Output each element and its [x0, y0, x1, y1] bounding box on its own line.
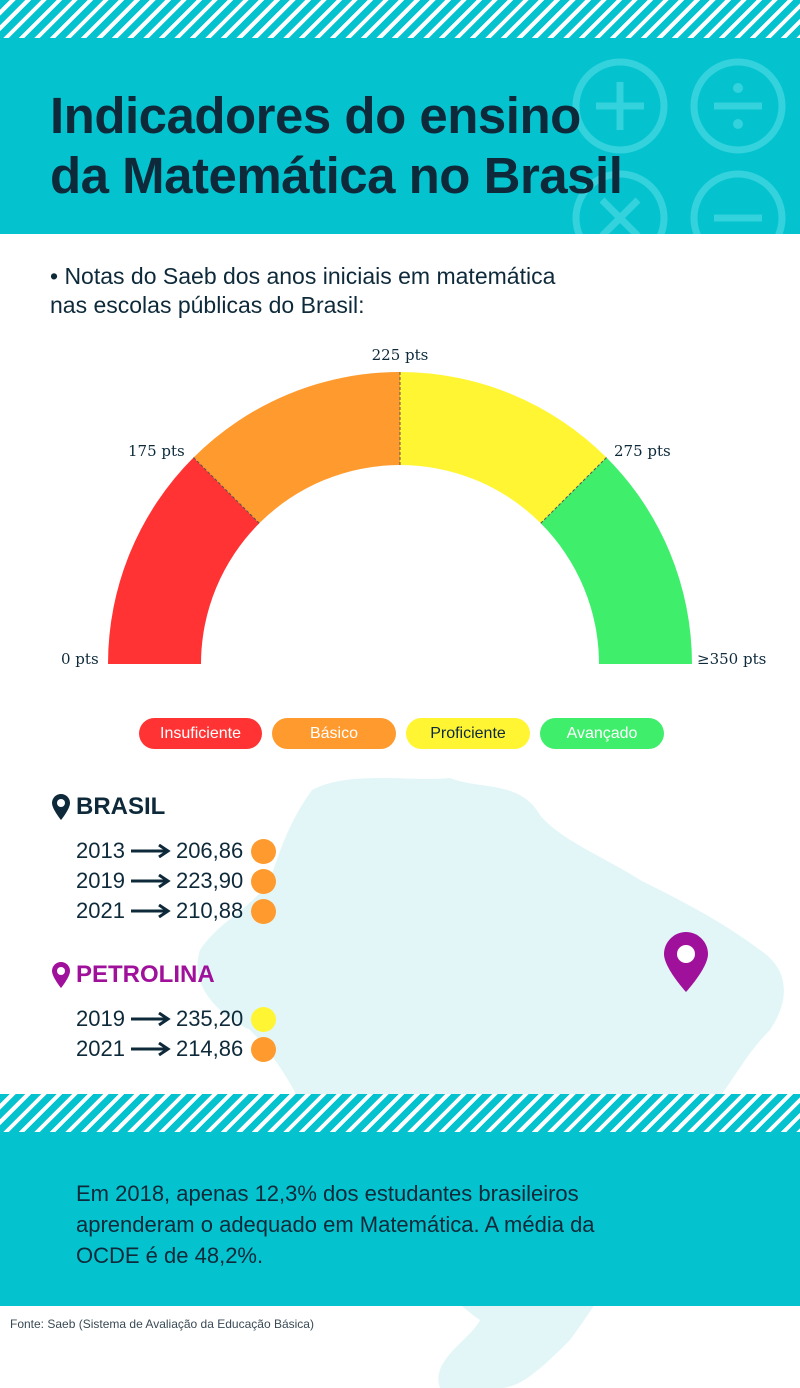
- legend-proficiente: Proficiente: [406, 718, 530, 749]
- top-stripes: [0, 0, 800, 38]
- brasil-heading: BRASIL: [52, 792, 276, 822]
- arrow-right-icon: [130, 844, 171, 858]
- plus-icon: [572, 58, 668, 154]
- brasil-row-2021: 2021 210,88: [76, 896, 277, 926]
- source-note: Fonte: Saeb (Sistema de Avaliação da Edu…: [10, 1317, 314, 1331]
- gauge-divider: [540, 457, 607, 524]
- page-title: Indicadores do ensino da Matemática no B…: [50, 86, 623, 206]
- score: 210,88: [175, 898, 244, 923]
- fact-panel: Em 2018, apenas 12,3% dos estudantes bra…: [0, 1132, 800, 1306]
- saeb-gauge-chart: 0 pts 175 pts 225 pts 275 pts ≥350 pts: [61, 346, 766, 668]
- arrow-right-icon: [130, 904, 171, 918]
- brasil-title: BRASIL: [76, 793, 166, 820]
- petrolina-rows: 2019 235,20 2021 214,86: [76, 1004, 277, 1064]
- gauge-tick-label: 225 pts: [372, 346, 429, 364]
- times-icon: [572, 170, 668, 234]
- level-dot: [251, 838, 277, 864]
- brasil-row-2013: 2013 206,86: [76, 836, 277, 866]
- minus-icon: [690, 170, 786, 234]
- legend-basico: Básico: [272, 718, 396, 749]
- map-pin-icon: [664, 932, 708, 992]
- arrow-right-icon: [130, 1012, 171, 1026]
- title-line-1: Indicadores do ensino: [50, 87, 581, 144]
- gauge-band-avançado: [540, 457, 692, 664]
- petrolina-section: PETROLINA 2019 235,20 2021 214,86: [52, 960, 277, 1064]
- bottom-stripes: [0, 1094, 800, 1132]
- arrow-right-icon: [130, 874, 171, 888]
- gauge-divider: [193, 457, 260, 524]
- legend-insuficiente: Insuficiente: [139, 718, 262, 749]
- petrolina-heading: PETROLINA: [52, 960, 276, 990]
- petrolina-row-2019: 2019 235,20: [76, 1004, 277, 1034]
- legend-avancado-label: Avançado: [566, 725, 638, 742]
- level-dot: [251, 868, 277, 894]
- gauge-band-básico: [193, 372, 400, 524]
- subtitle-line-2: nas escolas públicas do Brasil:: [50, 292, 365, 318]
- gauge-tick-label: ≥350 pts: [697, 650, 766, 668]
- level-dot: [251, 898, 277, 924]
- gauge-tick-label: 0 pts: [61, 650, 99, 668]
- level-dot: [251, 1036, 277, 1062]
- header-banner: Indicadores do ensino da Matemática no B…: [0, 38, 800, 234]
- score: 214,86: [175, 1036, 244, 1061]
- petrolina-row-2021: 2021 214,86: [76, 1034, 277, 1064]
- gauge-band-proficiente: [400, 372, 607, 524]
- year: 2021: [76, 898, 125, 923]
- legend-basico-label: Básico: [309, 725, 359, 742]
- brasil-rows: 2013 206,86 2019 223,90 2021 210,88: [76, 836, 277, 926]
- gauge-tick-label: 275 pts: [614, 442, 671, 460]
- subtitle-line-1: • Notas do Saeb dos anos iniciais em mat…: [50, 263, 556, 289]
- gauge-tick-label: 175 pts: [128, 442, 185, 460]
- score: 223,90: [175, 868, 244, 893]
- brasil-section: BRASIL 2013 206,86 2019 223,90 2021 210,…: [52, 792, 277, 926]
- map-pin-icon: [52, 794, 70, 820]
- level-dot: [251, 1006, 277, 1032]
- year: 2021: [76, 1036, 125, 1061]
- fact-text: Em 2018, apenas 12,3% dos estudantes bra…: [76, 1181, 595, 1268]
- math-symbols-decoration: [572, 58, 786, 234]
- year: 2013: [76, 838, 125, 863]
- divide-icon: [690, 58, 786, 154]
- map-pin-icon: [52, 962, 70, 988]
- score: 235,20: [175, 1006, 244, 1031]
- year: 2019: [76, 868, 125, 893]
- legend-proficiente-label: Proficiente: [430, 725, 506, 742]
- petrolina-title: PETROLINA: [76, 961, 215, 988]
- arrow-right-icon: [130, 1042, 171, 1056]
- legend-insuficiente-label: Insuficiente: [160, 725, 241, 742]
- legend-avancado: Avançado: [540, 718, 664, 749]
- brasil-row-2019: 2019 223,90: [76, 866, 277, 896]
- year: 2019: [76, 1006, 125, 1031]
- chart-subtitle: • Notas do Saeb dos anos iniciais em mat…: [50, 262, 650, 320]
- score: 206,86: [175, 838, 244, 863]
- title-line-2: da Matemática no Brasil: [50, 147, 623, 204]
- gauge-band-insuficiente: [108, 457, 260, 664]
